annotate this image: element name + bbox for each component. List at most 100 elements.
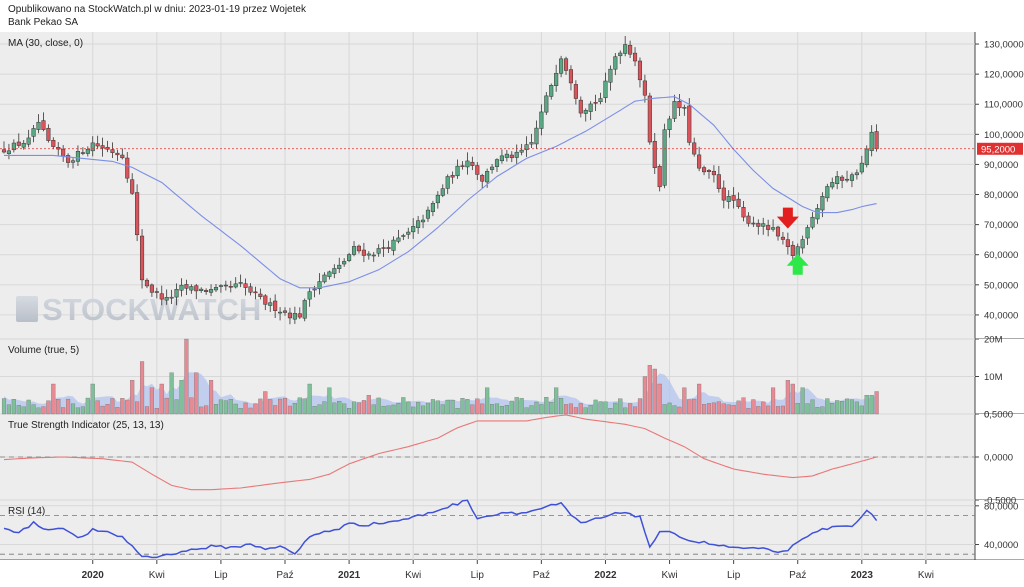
- volume-bar: [337, 400, 342, 415]
- candle-body: [347, 254, 352, 261]
- volume-bar: [711, 402, 716, 415]
- volume-bar: [583, 407, 588, 415]
- volume-bar: [499, 406, 504, 415]
- candle-body: [1, 149, 7, 153]
- candle-body: [657, 165, 662, 188]
- candle-body: [583, 109, 588, 114]
- candle-body: [174, 289, 179, 298]
- volume-bar: [825, 398, 830, 415]
- volume-bar: [248, 407, 253, 415]
- candle-body: [662, 129, 667, 186]
- volume-bar: [490, 404, 495, 415]
- candle-body: [711, 170, 716, 176]
- candle-body: [248, 286, 253, 293]
- candle-body: [51, 140, 56, 147]
- volume-bar: [406, 401, 411, 415]
- candle-body: [130, 179, 135, 194]
- volume-bar: [785, 380, 790, 415]
- pane-price-label: MA (30, close, 0): [8, 38, 83, 49]
- volume-bar: [771, 387, 776, 415]
- volume-bar: [233, 403, 238, 415]
- candle-body: [445, 176, 450, 189]
- volume-bar: [386, 405, 391, 415]
- candle-body: [613, 56, 618, 70]
- candle-body: [425, 209, 431, 219]
- volume-bar: [485, 387, 490, 415]
- volume-bar: [253, 403, 258, 415]
- chart-header: Opublikowano na StockWatch.pl w dniu: 20…: [0, 0, 1024, 32]
- candle-body: [120, 154, 125, 159]
- volume-bar: [1, 398, 7, 415]
- volume-bar: [6, 404, 11, 415]
- candle-body: [105, 146, 110, 150]
- candle-body: [790, 244, 795, 256]
- value-tick-label: 100,0000: [984, 130, 1024, 141]
- volume-bar: [642, 376, 647, 415]
- volume-bar: [347, 408, 352, 415]
- candle-body: [741, 207, 746, 218]
- candle-body: [642, 80, 647, 96]
- candle-body: [26, 137, 31, 145]
- volume-bar: [460, 398, 465, 415]
- time-tick-label: Lip: [471, 570, 485, 581]
- candle-body: [568, 69, 574, 84]
- volume-bar: [706, 403, 712, 415]
- candle-body: [563, 58, 569, 71]
- candle-body: [194, 285, 199, 292]
- candle-body: [702, 167, 707, 173]
- time-axis-background: [0, 560, 1024, 587]
- volume-bar: [90, 383, 95, 415]
- candle-body: [509, 154, 514, 159]
- volume-bar: [213, 404, 219, 415]
- volume-bar: [174, 399, 179, 415]
- candle-body: [233, 283, 238, 288]
- candle-body: [751, 222, 756, 225]
- time-tick-label: Kwi: [405, 570, 421, 581]
- volume-bar: [697, 383, 702, 415]
- volume-bar: [95, 400, 100, 415]
- volume-bar: [716, 401, 721, 415]
- candle-body: [332, 268, 337, 274]
- volume-bar: [608, 408, 613, 415]
- value-tick-label: 0: [984, 410, 989, 421]
- value-tick-label: 90,0000: [984, 160, 1018, 171]
- volume-bar: [494, 403, 500, 415]
- volume-bar: [278, 398, 283, 415]
- candle-body: [154, 291, 159, 293]
- candle-body: [149, 284, 154, 293]
- candle-body: [253, 291, 258, 294]
- volume-bar: [623, 407, 628, 415]
- pane-volume-axis: [975, 339, 1024, 414]
- candle-body: [455, 165, 460, 177]
- candle-body: [435, 194, 440, 204]
- pane-rsi-label: RSI (14): [8, 506, 45, 517]
- volume-bar: [721, 403, 726, 415]
- volume-bar: [139, 361, 145, 415]
- candle-body: [204, 290, 209, 292]
- candle-body: [504, 153, 509, 158]
- volume-bar: [258, 398, 263, 415]
- volume-bar: [80, 406, 85, 415]
- volume-bar: [657, 383, 662, 415]
- volume-bar: [228, 399, 233, 415]
- candle-body: [677, 100, 682, 109]
- volume-bar: [342, 403, 347, 415]
- volume-bar: [854, 401, 859, 415]
- volume-bar: [243, 402, 248, 415]
- volume-bar: [435, 400, 440, 415]
- volume-bar: [775, 406, 781, 415]
- candle-body: [396, 237, 401, 242]
- candle-body: [618, 52, 623, 57]
- candle-body: [825, 186, 830, 199]
- candle-body: [736, 198, 741, 207]
- time-tick-label: 2021: [338, 570, 361, 581]
- value-tick-label: 0,5000: [984, 410, 1013, 421]
- volume-bar: [588, 405, 593, 415]
- stock-chart[interactable]: STOCKWATCH 95,2000 MA (30, close, 0) Volu…: [0, 32, 1024, 587]
- value-tick-label: 120,0000: [984, 70, 1024, 81]
- volume-bar: [534, 401, 539, 415]
- candle-body: [652, 140, 657, 168]
- candle-body: [835, 176, 840, 184]
- volume-bar: [36, 407, 41, 415]
- candle-body: [820, 196, 825, 211]
